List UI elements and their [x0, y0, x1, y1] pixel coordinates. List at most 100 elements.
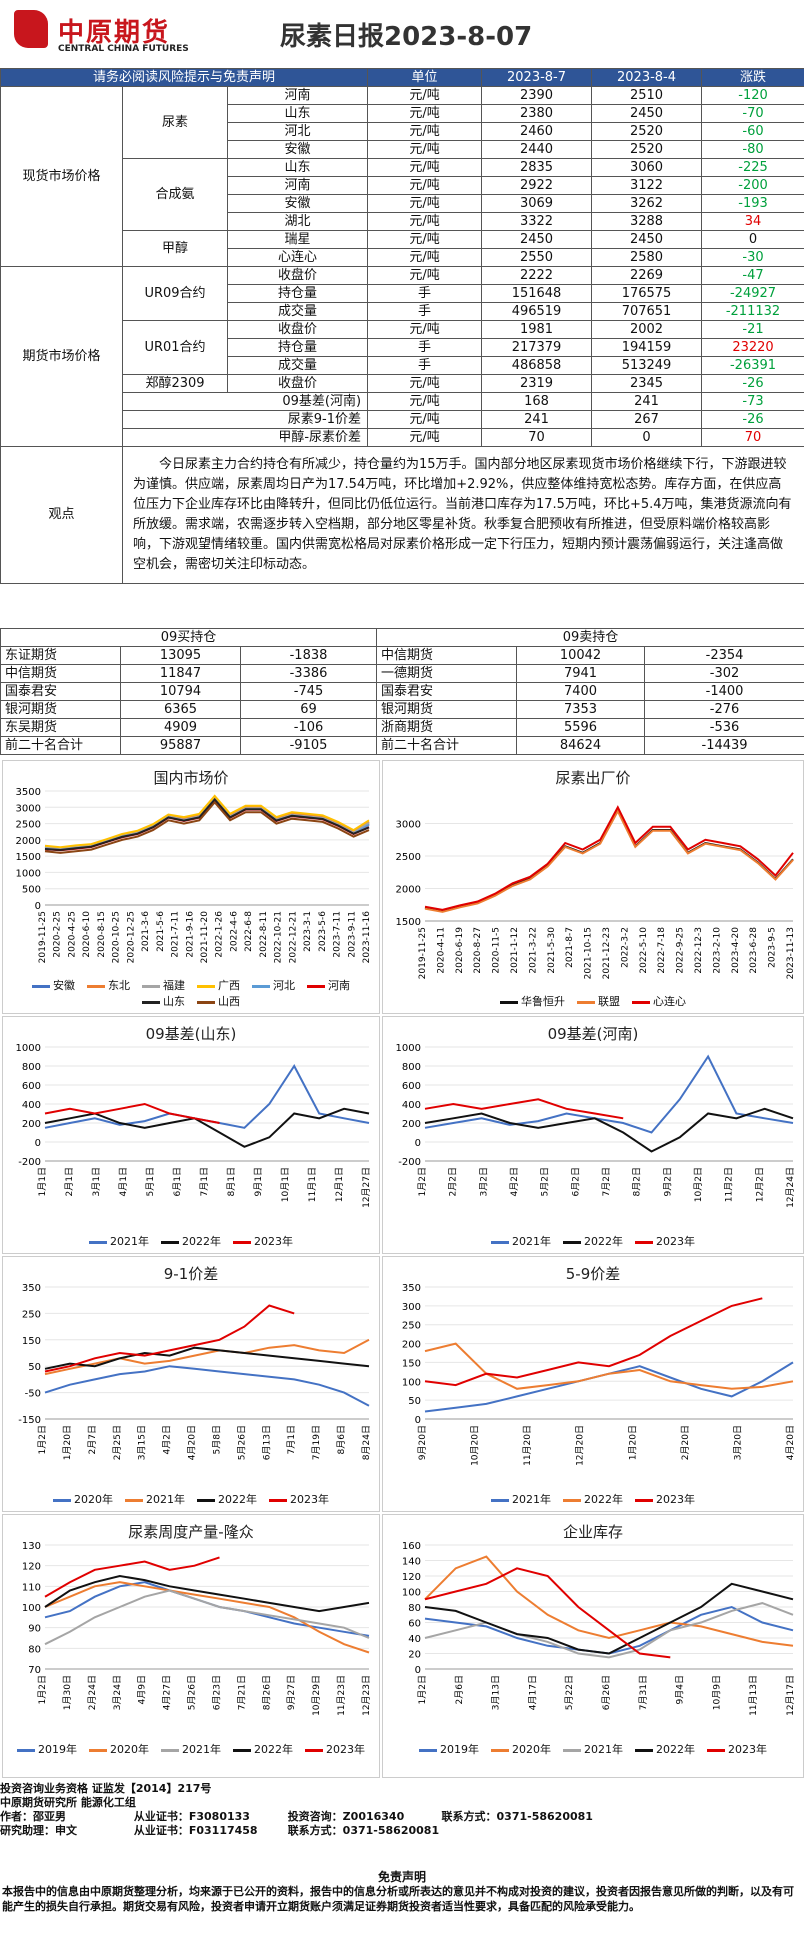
series-line	[44, 1581, 370, 1654]
group-label: 合成氨	[122, 158, 228, 231]
author-advisory: 投资咨询：Z0016340	[287, 1810, 405, 1823]
legend-label: 2021年	[512, 1493, 551, 1506]
legend-item: 2022年	[563, 1233, 623, 1249]
value-cell: 241	[591, 392, 703, 411]
risk-notice[interactable]: 请务必阅读风险提示与免责声明	[0, 68, 369, 87]
x-tick-label: 5月26日	[236, 1425, 247, 1460]
y-tick-label: 400	[402, 1100, 421, 1111]
unit-cell: 元/吨	[367, 428, 483, 447]
broker-name: 中信期货	[376, 646, 518, 665]
legend-item: 联盟	[577, 993, 620, 1009]
holding-change: -1838	[239, 646, 378, 665]
holding-value: 11847	[120, 664, 241, 683]
value-cell: 2460	[481, 122, 593, 141]
x-tick-label: 2023-11-16	[362, 911, 372, 964]
unit-cell: 元/吨	[367, 230, 483, 249]
value-cell: 2319	[481, 374, 593, 393]
value-cell: 176575	[591, 284, 703, 303]
market-price-table: 请务必阅读风险提示与免责声明 单位 2023-8-7 2023-8-4 涨跌 现货市场价格…	[0, 68, 804, 584]
x-tick-label: 2022-12-3	[694, 927, 704, 974]
series-line	[44, 1338, 370, 1376]
unit-cell: 手	[367, 338, 483, 357]
legend-label: 2019年	[38, 1743, 77, 1756]
series-line	[424, 809, 794, 913]
holding-value: 10042	[516, 646, 646, 665]
x-tick-label: 4月17日	[527, 1675, 538, 1710]
x-tick-label: 10月9日	[711, 1675, 722, 1710]
chart-svg: -150 -50 50 150 250 350 1月2日 1月20日 2月7日 2月25日 3月15…	[18, 1283, 372, 1460]
chart-title: 09基差(河南)	[547, 1025, 639, 1043]
y-tick-label: 50	[28, 1362, 41, 1373]
legend-swatch	[419, 1748, 437, 1752]
x-tick-label: 9月4日	[675, 1675, 686, 1704]
holding-value: 7400	[516, 682, 646, 701]
series-line	[424, 1582, 794, 1655]
x-tick-label: 2021-3-6	[141, 911, 151, 952]
x-tick-label: 2022-1-26	[215, 911, 225, 958]
x-tick-label: 10月29日	[311, 1675, 322, 1716]
legend-swatch	[707, 1748, 725, 1752]
item-label: 09基差(河南)	[121, 392, 369, 411]
y-tick-label: 2500	[16, 820, 41, 831]
broker-name: 国泰君安	[376, 682, 518, 701]
broker-name: 中信期货	[0, 664, 121, 683]
change-cell: 0	[701, 230, 804, 249]
x-tick-label: 2022-8-11	[259, 911, 269, 958]
holding-value: 84624	[516, 736, 646, 755]
x-tick-label: 12月24日	[785, 1167, 796, 1208]
change-cell: -47	[701, 266, 804, 285]
x-tick-label: 2022-3-2	[620, 927, 630, 968]
x-tick-label: 2021-11-20	[200, 911, 210, 964]
holding-value: 10794	[120, 682, 241, 701]
company-name: 中原期货	[58, 18, 171, 48]
change-cell: -26	[701, 410, 804, 429]
x-tick-label: 1月2日	[37, 1425, 48, 1454]
holding-change: -14439	[644, 736, 804, 755]
chart-panel: 09基差(山东) -200 0 200 400 600 800 1000 1月1日 2月1日 3月1…	[2, 1016, 380, 1254]
legend-swatch	[197, 1498, 215, 1502]
y-tick-label: 600	[402, 1081, 421, 1092]
x-tick-label: 2月20日	[680, 1425, 691, 1460]
legend-item: 福建	[142, 977, 185, 993]
x-tick-label: 2022-4-6	[229, 911, 239, 952]
y-tick-label: 500	[22, 885, 41, 896]
x-tick-label: 4月2日	[162, 1425, 173, 1454]
legend-item: 2022年	[233, 1741, 293, 1757]
chart-title: 国内市场价	[153, 769, 229, 787]
y-tick-label: 100	[402, 1377, 421, 1388]
x-tick-label: 3月13日	[491, 1675, 502, 1710]
value-cell: 2002	[591, 320, 703, 339]
item-label: 安徽	[226, 140, 369, 159]
series-line	[44, 1346, 370, 1370]
y-tick-label: 200	[402, 1119, 421, 1130]
change-cell: -21	[701, 320, 804, 339]
change-cell: -26391	[701, 356, 804, 375]
y-tick-label: -150	[18, 1415, 41, 1426]
value-cell: 2835	[481, 158, 593, 177]
view-row: 观点 今日尿素主力合约持仓有所减少，持仓量约为15万手。国内部分地区尿素现货市场价…	[0, 446, 804, 584]
value-cell: 2550	[481, 248, 593, 267]
holdings-row: 银河期货 6365 69 银河期货 7353 -276	[0, 700, 804, 719]
legend-item: 河南	[307, 977, 350, 993]
legend-label: 2021年	[146, 1493, 185, 1506]
x-tick-label: 6月13日	[261, 1425, 272, 1460]
legend-label: 山西	[218, 995, 240, 1008]
x-tick-label: 2019-11-25	[418, 927, 428, 979]
chart-panel: 尿素出厂价 1500 2000 2500 3000 2019-11-25 2020-4-11…	[382, 760, 804, 1014]
y-tick-label: 0	[415, 1665, 421, 1676]
legend-label: 2020年	[110, 1743, 149, 1756]
value-cell: 513249	[591, 356, 703, 375]
change-cell: -193	[701, 194, 804, 213]
table-row: 安徽 元/吨 3069 3262 -193	[1, 194, 804, 213]
value-cell: 2510	[591, 86, 703, 105]
x-tick-label: 1月20日	[627, 1425, 638, 1460]
legend-swatch	[563, 1240, 581, 1244]
y-tick-label: 0	[415, 1138, 421, 1149]
x-tick-label: 5月22日	[564, 1675, 575, 1710]
chart-title: 9-1价差	[163, 1265, 219, 1283]
change-cell: -70	[701, 104, 804, 123]
chart-panel: 国内市场价 0 500 1000 1500 2000 2500 3000 3500 2019-11…	[2, 760, 380, 1014]
series-line	[44, 1589, 370, 1646]
legend-swatch	[269, 1498, 287, 1502]
holding-change: 69	[239, 700, 378, 719]
